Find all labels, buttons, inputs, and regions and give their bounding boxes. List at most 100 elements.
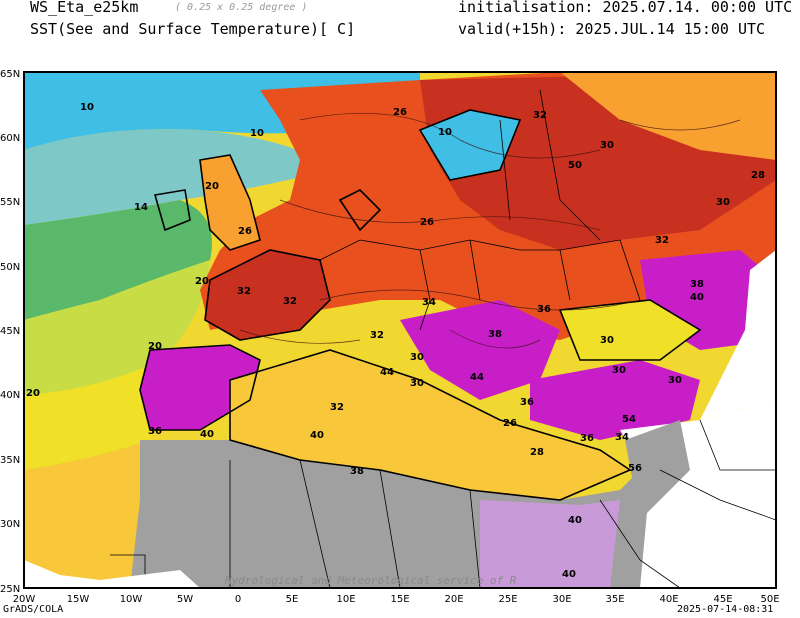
- y-tick-label: 40N: [0, 390, 20, 401]
- map-field: [24, 72, 776, 588]
- variable-title: SST(See and Surface Temperature)[ C]: [30, 20, 356, 38]
- contour-label: 30: [410, 378, 424, 389]
- plot-frame: [23, 71, 777, 589]
- contour-label: 38: [690, 279, 704, 290]
- contour-label: 28: [530, 447, 544, 458]
- y-axis: 65N 60N 55N 50N 45N 40N 35N 30N 25N: [0, 69, 20, 595]
- contour-label: 20: [148, 341, 162, 352]
- land-britain: [200, 155, 260, 250]
- sea-black: [560, 300, 700, 360]
- footer-credit: GrADS/COLA: [3, 604, 64, 615]
- model-name: WS_Eta_e25km: [30, 0, 139, 16]
- contour-label: 44: [380, 367, 394, 378]
- land-northeast-warm: [560, 72, 776, 160]
- x-tick-label: 0: [235, 594, 241, 605]
- land-egypt-violet: [480, 500, 620, 588]
- contour-label: 10: [250, 128, 264, 139]
- contour-label: 36: [148, 426, 162, 437]
- contour-label: 54: [622, 414, 636, 425]
- contour-label: 20: [26, 388, 40, 399]
- contour-label: 50: [568, 160, 582, 171]
- contour-label: 56: [628, 463, 642, 474]
- contour-label: 14: [134, 202, 148, 213]
- x-tick-label: 20E: [444, 594, 463, 605]
- land-mideast-gray: [625, 420, 690, 520]
- y-tick-label: 30N: [0, 519, 20, 530]
- sea-mediterranean: [230, 350, 630, 500]
- contour-label: 26: [238, 226, 252, 237]
- contour-label: 30: [600, 335, 614, 346]
- contour-label: 34: [422, 297, 436, 308]
- contour-label: 30: [600, 140, 614, 151]
- x-tick-label: 50E: [760, 594, 779, 605]
- y-tick-label: 55N: [0, 197, 20, 208]
- contour-label: 32: [655, 235, 669, 246]
- contour-label: 32: [330, 402, 344, 413]
- x-tick-label: 10E: [336, 594, 355, 605]
- sea-baltic: [420, 110, 520, 180]
- x-tick-label: 5E: [286, 594, 299, 605]
- sea-cool-band: [24, 129, 330, 225]
- contour-label: 38: [350, 466, 364, 477]
- x-tick-label: 5W: [177, 594, 193, 605]
- sea-warm-band: [24, 260, 210, 395]
- land-turkey: [530, 360, 700, 440]
- contour-label: 44: [470, 372, 484, 383]
- contour-label: 40: [562, 569, 576, 580]
- y-tick-label: 60N: [0, 133, 20, 144]
- coastlines: [139, 109, 702, 501]
- contour-label-group: 10 10 14 20 20 20 26 20 10 30 50 26 32 3…: [26, 102, 765, 580]
- sea-hot-band: [24, 360, 164, 470]
- contour-label: 28: [751, 170, 765, 181]
- contour-label: 10: [80, 102, 94, 113]
- y-tick-label: 45N: [0, 326, 20, 337]
- x-tick-label: 35E: [605, 594, 624, 605]
- contour-label: 36: [537, 304, 551, 315]
- y-tick-label: 65N: [0, 69, 20, 80]
- grid-resolution: ( 0.25 x 0.25 degree ): [175, 2, 308, 13]
- y-tick-label: 35N: [0, 455, 20, 466]
- contour-label: 38: [488, 329, 502, 340]
- x-tick-label: 30E: [552, 594, 571, 605]
- contour-label: 32: [237, 286, 251, 297]
- land-france: [205, 250, 330, 340]
- x-tick-label: 10W: [120, 594, 143, 605]
- nodata-bottom-left: [24, 560, 200, 588]
- contour-label: 30: [410, 352, 424, 363]
- contour-label: 36: [580, 433, 594, 444]
- x-tick-label: 40E: [659, 594, 678, 605]
- contour-label: 30: [612, 365, 626, 376]
- sea-hotter-band: [24, 440, 150, 588]
- contour-lines: [239, 113, 741, 349]
- contour-label: 32: [533, 110, 547, 121]
- x-tick-label: 15W: [67, 594, 90, 605]
- nodata-edge: [700, 250, 776, 420]
- contour-label: 26: [503, 418, 517, 429]
- contour-label: 32: [370, 330, 384, 341]
- contour-label: 34: [615, 432, 629, 443]
- x-tick-label: 45E: [713, 594, 732, 605]
- contour-label: 20: [205, 181, 219, 192]
- contour-label: 40: [200, 429, 214, 440]
- contour-label: 32: [283, 296, 297, 307]
- contour-label: 26: [393, 107, 407, 118]
- initialisation-time: initialisation: 2025.07.14. 00:00 UTC: [458, 0, 793, 16]
- contour-label: 30: [668, 375, 682, 386]
- contour-label: 36: [520, 397, 534, 408]
- valid-time: valid(+15h): 2025.JUL.14 15:00 UTC: [458, 20, 766, 38]
- contour-label: 30: [716, 197, 730, 208]
- contour-label: 26: [420, 217, 434, 228]
- footer-timestamp: 2025-07-14-08:31: [677, 604, 774, 615]
- contour-label: 40: [568, 515, 582, 526]
- y-tick-label: 25N: [0, 584, 20, 595]
- contour-label: 40: [690, 292, 704, 303]
- contour-label: 20: [195, 276, 209, 287]
- y-tick-label: 50N: [0, 262, 20, 273]
- contour-label: 40: [310, 430, 324, 441]
- land-balkans: [400, 300, 560, 400]
- x-tick-label: 25E: [498, 594, 517, 605]
- contour-label: 10: [438, 127, 452, 138]
- country-borders: [110, 89, 776, 588]
- watermark: Hydrological and Meteorological service …: [224, 574, 517, 587]
